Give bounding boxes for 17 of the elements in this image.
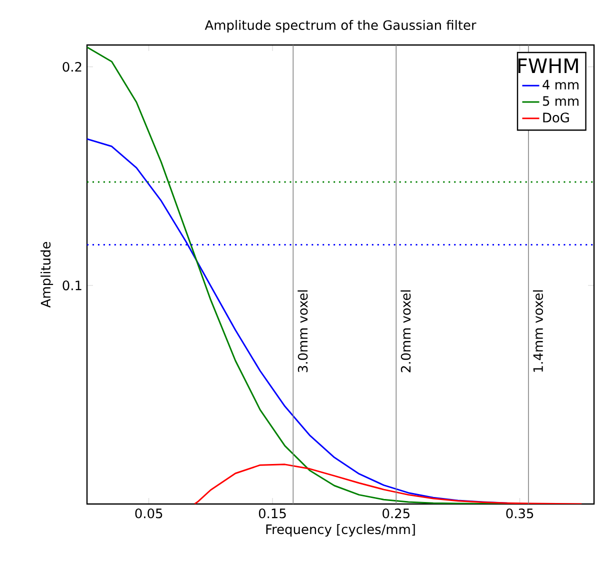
y-axis-title: Amplitude <box>40 242 54 308</box>
ref-line-label: 2.0mm voxel <box>400 290 411 372</box>
legend-label: 4 mm <box>542 80 578 90</box>
x-tick-label: 0.35 <box>506 508 534 518</box>
legend-label: DoG <box>543 112 569 122</box>
x-tick-label: 0.15 <box>258 508 286 518</box>
line-series <box>194 464 582 504</box>
legend-title: FWHM <box>518 58 578 73</box>
y-tick-label: 0.2 <box>62 62 82 72</box>
ref-line-label: 1.4mm voxel <box>532 290 544 372</box>
legend-label: 5 mm <box>543 96 578 106</box>
x-tick-label: 0.05 <box>135 508 162 518</box>
x-axis-title: Frequency [cycles/mm] <box>266 524 415 537</box>
x-tick-label: 0.25 <box>382 508 410 518</box>
chart-title: Amplitude spectrum of the Gaussian filter <box>204 20 476 32</box>
ref-line-label: 3.0mm voxel <box>298 290 308 372</box>
y-tick-label: 0.1 <box>62 280 82 290</box>
